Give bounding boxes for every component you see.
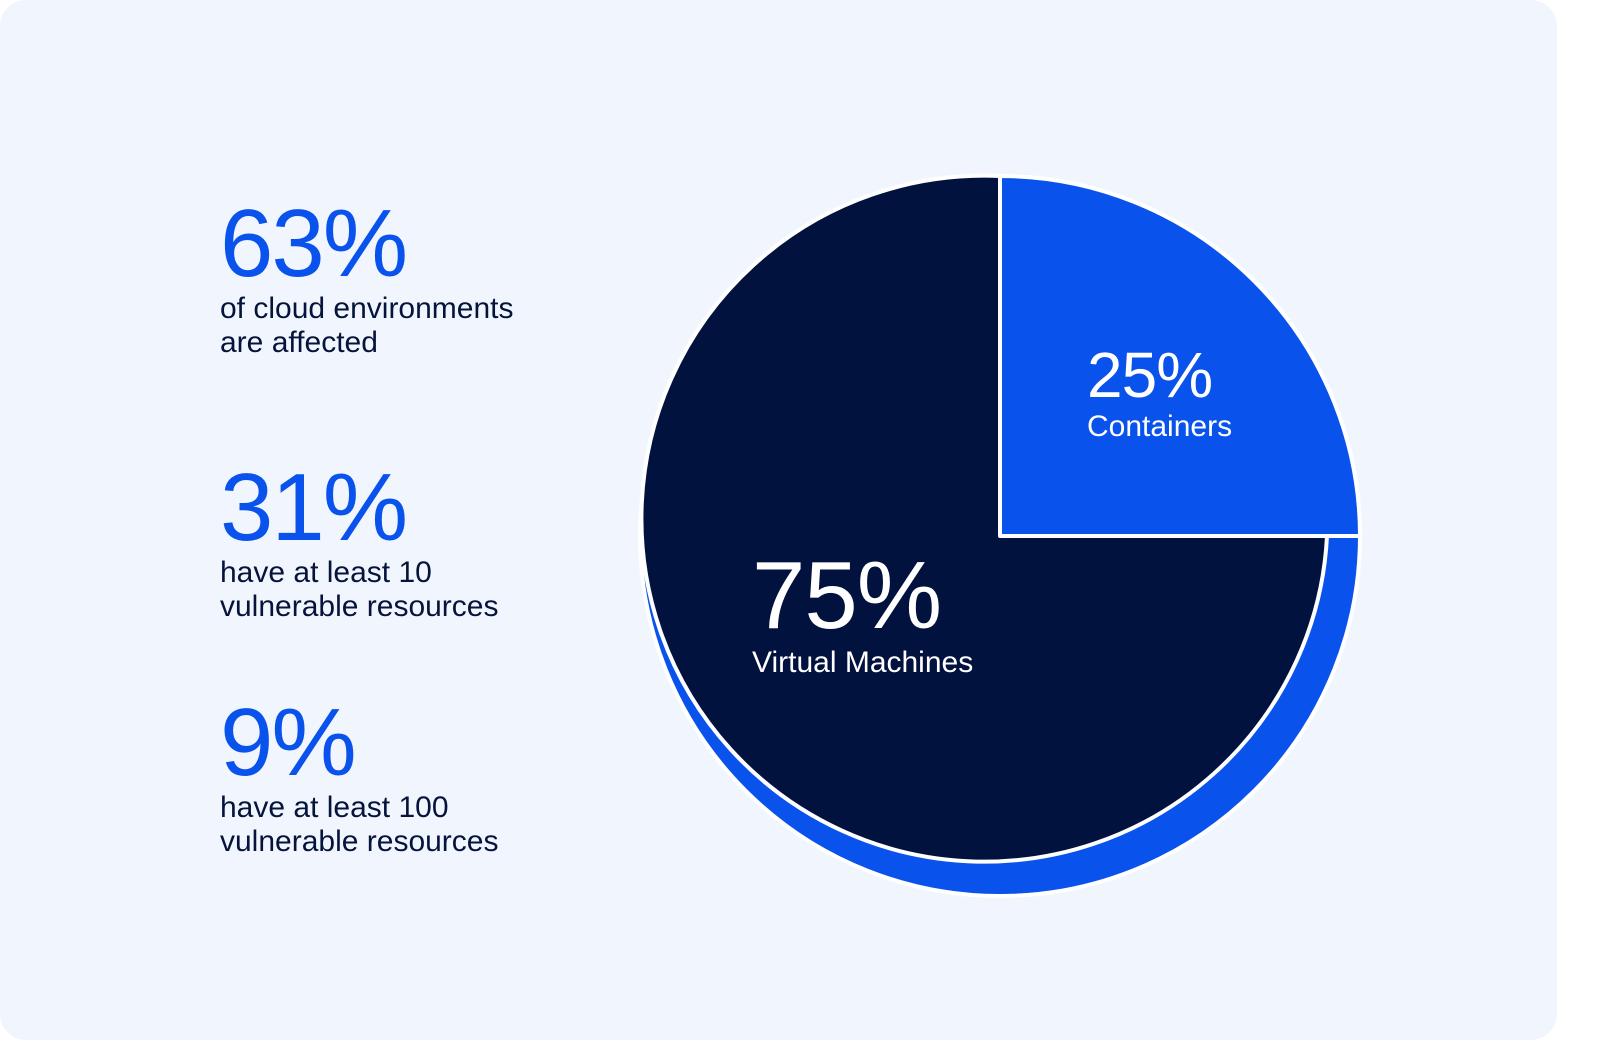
slice-name-label: Virtual Machines <box>752 646 973 679</box>
stat-ten-vulnerable: 31% have at least 10 vulnerable resource… <box>220 460 580 624</box>
stat-description: have at least 100 vulnerable resources <box>220 791 580 859</box>
pie-slice-virtual-machines <box>639 173 1329 864</box>
stat-description-line: have at least 100 <box>220 791 449 824</box>
stat-hundred-vulnerable: 9% have at least 100 vulnerable resource… <box>220 695 580 859</box>
stat-value: 9% <box>220 689 357 796</box>
slice-value-label: 75% <box>752 542 941 649</box>
stat-cloud-environments: 63% of cloud environments are affected <box>220 196 580 360</box>
stat-description-line: vulnerable resources <box>220 590 499 623</box>
pie-slice-containers <box>998 174 1362 538</box>
stat-description-line: have at least 10 <box>220 556 432 589</box>
stat-value: 31% <box>220 454 408 561</box>
stat-description: have at least 10 vulnerable resources <box>220 556 580 624</box>
stat-description-line: of cloud environments <box>220 292 514 325</box>
stat-description: of cloud environments are affected <box>220 292 580 360</box>
stat-value: 63% <box>220 190 408 297</box>
stat-description-line: are affected <box>220 326 378 359</box>
stat-description-line: vulnerable resources <box>220 825 499 858</box>
slice-value-label: 25% <box>1087 339 1212 411</box>
slice-name-label: Containers <box>1087 410 1232 443</box>
